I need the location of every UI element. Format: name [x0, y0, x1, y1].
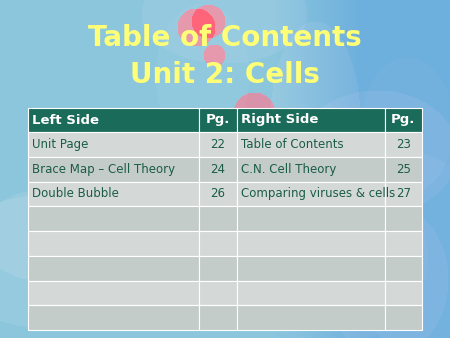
Bar — [199, 157, 237, 182]
Text: 26: 26 — [211, 187, 225, 200]
Text: 23: 23 — [396, 138, 411, 151]
Bar — [199, 182, 237, 206]
Bar — [199, 281, 237, 305]
Bar — [237, 132, 385, 157]
Text: Left Side: Left Side — [32, 114, 99, 126]
Bar — [199, 206, 237, 231]
Bar — [199, 231, 237, 256]
Bar — [199, 108, 237, 132]
Bar — [385, 231, 422, 256]
Bar — [28, 108, 199, 132]
Text: 27: 27 — [396, 187, 411, 200]
Bar — [385, 305, 422, 330]
Bar — [385, 206, 422, 231]
Text: 24: 24 — [211, 163, 225, 176]
Bar — [237, 281, 385, 305]
Bar — [385, 182, 422, 206]
Bar — [385, 256, 422, 281]
Bar — [28, 281, 199, 305]
Text: 22: 22 — [211, 138, 225, 151]
Text: 25: 25 — [396, 163, 411, 176]
Text: Table of Contents: Table of Contents — [88, 24, 362, 52]
Text: Pg.: Pg. — [391, 114, 415, 126]
Text: Table of Contents: Table of Contents — [241, 138, 343, 151]
Text: Comparing viruses & cells: Comparing viruses & cells — [241, 187, 395, 200]
Bar — [28, 157, 199, 182]
Bar — [237, 157, 385, 182]
Bar — [385, 108, 422, 132]
Bar — [28, 132, 199, 157]
Bar — [28, 305, 199, 330]
Bar — [28, 231, 199, 256]
Text: Unit Page: Unit Page — [32, 138, 88, 151]
Bar — [199, 305, 237, 330]
Bar — [237, 256, 385, 281]
Bar — [237, 108, 385, 132]
Text: Brace Map – Cell Theory: Brace Map – Cell Theory — [32, 163, 175, 176]
Bar — [28, 206, 199, 231]
Bar — [237, 305, 385, 330]
Bar — [28, 182, 199, 206]
Bar — [385, 281, 422, 305]
Text: Pg.: Pg. — [206, 114, 230, 126]
Bar — [199, 132, 237, 157]
Text: C.N. Cell Theory: C.N. Cell Theory — [241, 163, 336, 176]
Text: Right Side: Right Side — [241, 114, 318, 126]
Bar — [385, 157, 422, 182]
Text: Double Bubble: Double Bubble — [32, 187, 119, 200]
Bar — [199, 256, 237, 281]
Text: Unit 2: Cells: Unit 2: Cells — [130, 61, 320, 89]
Bar — [237, 206, 385, 231]
Bar — [28, 256, 199, 281]
Bar — [237, 182, 385, 206]
Bar — [237, 231, 385, 256]
Bar — [385, 132, 422, 157]
